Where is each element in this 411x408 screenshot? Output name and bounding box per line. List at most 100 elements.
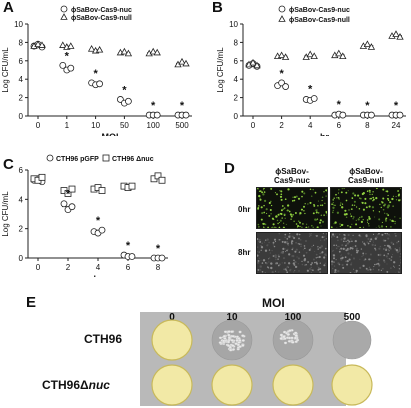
micrograph-cell — [359, 258, 361, 260]
y-tick-label: 8 — [234, 38, 239, 47]
micrograph-cell — [366, 190, 369, 192]
plate-r1-c1 — [211, 364, 253, 406]
micrograph-cell — [274, 228, 276, 229]
micrograph-cell — [298, 233, 301, 236]
micrograph-cell — [376, 228, 378, 229]
micrograph-cell — [289, 235, 292, 237]
micrograph-cell — [268, 267, 270, 269]
micrograph-cell — [378, 211, 381, 213]
colony — [231, 334, 235, 338]
micrograph-cell — [323, 236, 326, 238]
legend-label: ϕSaBov-Cas9-nuc — [289, 7, 350, 14]
micrograph-cell — [308, 226, 310, 228]
colony — [227, 330, 231, 333]
micrograph-cell — [267, 244, 269, 246]
micrograph-cell — [398, 248, 401, 250]
micrograph-cell — [382, 208, 385, 211]
data-point — [306, 50, 314, 58]
micrograph-cell — [369, 258, 372, 261]
micrograph-cell — [301, 195, 303, 198]
colony — [294, 331, 298, 335]
micrograph-cell — [269, 257, 271, 259]
micrograph-cell — [394, 220, 396, 223]
micrograph-cell — [389, 235, 391, 237]
micrograph-cell — [284, 236, 286, 239]
micrograph-cell — [293, 196, 297, 199]
micrograph-cell — [331, 263, 334, 266]
micrograph-cell — [369, 273, 371, 274]
micrograph-cell — [270, 188, 273, 190]
micrograph-cell — [395, 199, 398, 201]
colony — [226, 340, 231, 344]
micrograph-cell — [268, 241, 270, 244]
micrograph-cell — [310, 271, 313, 273]
micrograph-cell — [292, 214, 294, 216]
micrograph-cell — [340, 255, 342, 257]
micrograph-cell — [377, 262, 380, 265]
micrograph-cell — [394, 248, 396, 250]
micrograph-cell — [283, 268, 285, 270]
micrograph-cell — [278, 271, 280, 273]
micrograph-cell — [283, 207, 286, 209]
micrograph-cell — [295, 241, 297, 244]
micrograph-cell — [278, 226, 281, 228]
y-tick-label: 0 — [19, 254, 24, 263]
micrograph-cell — [280, 252, 283, 254]
micrograph-cell — [349, 246, 352, 250]
significance-star: * — [65, 50, 70, 62]
micrograph-cell — [296, 233, 299, 236]
data-point — [124, 49, 133, 57]
micrograph-cell — [350, 208, 353, 210]
micrograph-cell — [379, 264, 381, 266]
micrograph-cell — [289, 233, 291, 235]
micrograph-cell — [378, 227, 381, 228]
micrograph-cell — [260, 246, 264, 249]
micrograph-bg — [331, 188, 401, 228]
significance-star: * — [96, 215, 101, 227]
micrograph-cell — [317, 269, 320, 271]
micrograph-cell — [357, 218, 360, 221]
micrograph-cell — [331, 211, 334, 214]
micrograph-cell — [343, 273, 345, 274]
micrograph-cell — [259, 269, 262, 271]
panel-b-label: B — [212, 0, 223, 16]
micrograph-cell — [394, 216, 396, 218]
micrograph-cell — [282, 208, 285, 210]
data-point — [68, 203, 76, 211]
micrograph-cell — [399, 217, 401, 220]
micrograph-cell — [355, 223, 358, 226]
d-row-label-0hr: 0hr — [238, 205, 251, 214]
data-point — [153, 48, 161, 56]
micrograph-cell — [344, 209, 347, 212]
micrograph-cell — [283, 248, 286, 250]
micrograph-cell — [274, 273, 275, 274]
legend-marker — [46, 154, 54, 162]
micrograph-cell — [354, 245, 357, 247]
micrograph-cell — [400, 253, 401, 255]
micrograph-cell — [360, 248, 363, 250]
micrograph-cell — [398, 264, 400, 267]
micrograph-cell — [355, 272, 358, 273]
micrograph-cell — [280, 198, 283, 201]
micrograph-cell — [287, 262, 291, 265]
micrograph-cell — [293, 220, 295, 222]
micrograph-cell — [387, 199, 390, 201]
micrograph-cell — [262, 189, 265, 191]
micrograph-cell — [298, 251, 301, 253]
moi-value-label: 0 — [169, 312, 175, 323]
data-point — [153, 111, 161, 119]
micrograph-cell — [308, 233, 311, 235]
micrograph-cell — [277, 258, 279, 260]
micrograph-cell — [370, 238, 373, 241]
micrograph-cell — [361, 201, 364, 204]
micrograph-cell — [368, 191, 371, 194]
y-tick-label: 6 — [19, 57, 24, 66]
micrograph-cell — [371, 206, 375, 209]
micrograph-cell — [264, 272, 267, 273]
colony — [238, 330, 242, 334]
micrograph-cell — [258, 226, 260, 228]
micrograph-cell — [355, 269, 358, 273]
significance-star: * — [122, 84, 127, 96]
micrograph-cell — [342, 266, 345, 269]
y-tick-label: 10 — [229, 20, 238, 29]
